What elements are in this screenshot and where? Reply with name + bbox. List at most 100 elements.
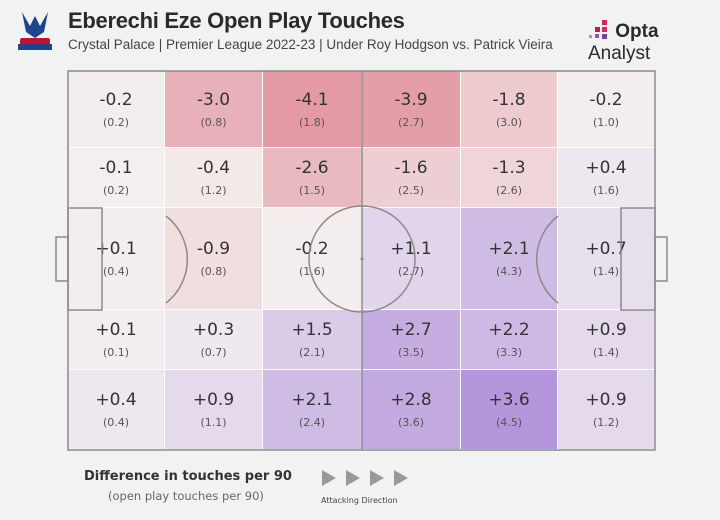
heatmap-cell: -1.3 (2.6): [461, 148, 558, 208]
cell-touches-label: (3.3): [495, 346, 523, 359]
attacking-direction-arrows-icon: [322, 470, 408, 486]
cell-touches-label: (3.6): [397, 416, 425, 429]
heatmap-cell: -1.6 (2.5): [362, 148, 461, 208]
cell-touches-label: (1.0): [592, 115, 620, 129]
cell-difference-label: +0.9: [585, 320, 627, 340]
cell-difference-label: -0.4: [196, 158, 231, 178]
heatmap-cell: -3.9 (2.7): [362, 71, 461, 148]
chart-title: Eberechi Eze Open Play Touches: [68, 8, 405, 33]
heatmap-cell: +2.2 (3.3): [461, 310, 558, 370]
brand-bold: Opta: [615, 21, 659, 42]
cell-difference-label: -1.8: [492, 89, 526, 110]
heatmap-cell: -2.6 (1.5): [263, 148, 362, 208]
heatmap-cell: -0.2 (1.6): [263, 208, 362, 310]
cell-touches-label: (4.3): [495, 265, 523, 278]
cell-touches-label: (1.1): [200, 416, 227, 429]
cell-touches-label: (2.1): [298, 346, 326, 359]
heatmap-cell: +0.4 (1.6): [558, 148, 655, 208]
cell-difference-label: +2.8: [390, 390, 432, 410]
heatmap-cell: -0.1 (0.2): [68, 148, 165, 208]
cell-touches-label: (0.8): [200, 265, 227, 278]
cell-touches-label: (0.2): [102, 115, 130, 129]
heatmap-cell: +0.9 (1.2): [558, 370, 655, 450]
cell-touches-label: (1.6): [298, 265, 326, 278]
cell-touches-label: (1.4): [592, 346, 620, 359]
cell-difference-label: +0.1: [95, 320, 137, 340]
cell-touches-label: (1.2): [200, 184, 227, 197]
cell-difference-label: -4.1: [295, 89, 329, 110]
cell-difference-label: -0.2: [99, 89, 133, 110]
cell-difference-label: +0.9: [192, 390, 235, 410]
heatmap-cell: +2.1 (4.3): [461, 208, 558, 310]
cell-touches-label: (4.5): [495, 416, 523, 429]
cell-difference-label: -3.9: [394, 89, 428, 110]
heatmap-cell: -0.2 (1.0): [558, 71, 655, 148]
heatmap-cell: -3.0 (0.8): [165, 71, 263, 148]
cell-touches-label: (1.8): [298, 115, 326, 129]
cell-touches-label: (2.7): [397, 265, 425, 278]
cell-difference-label: +2.2: [488, 320, 530, 340]
heatmap-cell: -4.1 (1.8): [263, 71, 362, 148]
heatmap-cell: +0.1 (0.1): [68, 310, 165, 370]
cell-difference-label: +0.4: [95, 390, 137, 410]
heatmap-cell: +1.1 (2.7): [362, 208, 461, 310]
heatmap-cell: -0.4 (1.2): [165, 148, 263, 208]
brand-light: Analyst: [588, 43, 651, 64]
cell-difference-label: -1.3: [492, 158, 526, 178]
heatmap-cell: +0.4 (0.4): [68, 370, 165, 450]
legend-subtitle: (open play touches per 90): [108, 489, 264, 503]
heatmap-pitch: -0.2 (0.2) -3.0 (0.8) -4.1 (1.8) -3.9 (2.7) -1.8…: [55, 70, 668, 451]
cell-difference-label: +2.1: [488, 239, 530, 259]
cell-touches-label: (0.4): [102, 265, 130, 278]
cell-difference-label: +2.1: [291, 390, 333, 410]
heatmap-cell: +1.5 (2.1): [263, 310, 362, 370]
cell-difference-label: +0.3: [192, 320, 235, 340]
heatmap-cell: +0.7 (1.4): [558, 208, 655, 310]
opta-analyst-logo: Opta Analyst: [588, 20, 720, 65]
cell-touches-label: (0.1): [102, 346, 130, 359]
cell-touches-label: (2.7): [397, 115, 425, 129]
heatmap-cell: +2.8 (3.6): [362, 370, 461, 450]
attacking-direction-label: Attacking Direction: [321, 496, 398, 505]
heatmap-cell: +2.1 (2.4): [263, 370, 362, 450]
cell-touches-label: (3.5): [397, 346, 425, 359]
cell-difference-label: +1.5: [291, 320, 333, 340]
cell-touches-label: (1.4): [592, 265, 620, 278]
cell-difference-label: -0.1: [99, 158, 133, 178]
cell-touches-label: (0.4): [102, 416, 130, 429]
cell-touches-label: (0.8): [200, 115, 227, 129]
right-goal: [654, 236, 668, 282]
chart-subtitle: Crystal Palace | Premier League 2022-23 …: [68, 37, 553, 52]
cell-difference-label: -0.2: [295, 239, 329, 259]
cell-touches-label: (3.0): [495, 115, 523, 129]
cell-touches-label: (2.4): [298, 416, 326, 429]
cell-touches-label: (0.2): [102, 184, 130, 197]
cell-touches-label: (1.6): [592, 184, 620, 197]
heatmap-cell: -1.8 (3.0): [461, 71, 558, 148]
cell-touches-label: (0.7): [200, 346, 227, 359]
heatmap-cell: +0.9 (1.1): [165, 370, 263, 450]
cell-difference-label: -1.6: [394, 158, 428, 178]
cell-difference-label: +0.9: [585, 390, 627, 410]
cell-difference-label: -3.0: [196, 89, 231, 110]
cell-difference-label: +1.1: [390, 239, 432, 259]
cell-difference-label: +0.4: [585, 158, 627, 178]
heatmap-cell: +3.6 (4.5): [461, 370, 558, 450]
heatmap-cell: -0.2 (0.2): [68, 71, 165, 148]
cell-difference-label: +2.7: [390, 320, 432, 340]
cell-difference-label: +0.1: [95, 239, 137, 259]
heatmap-cell: +0.3 (0.7): [165, 310, 263, 370]
cell-difference-label: +0.7: [585, 239, 627, 259]
cell-touches-label: (1.2): [592, 416, 620, 429]
legend-title: Difference in touches per 90: [84, 469, 292, 484]
cell-touches-label: (2.5): [397, 184, 425, 197]
heatmap-cell: +0.9 (1.4): [558, 310, 655, 370]
cell-difference-label: +3.6: [488, 390, 530, 410]
cell-touches-label: (1.5): [298, 184, 326, 197]
cell-difference-label: -0.2: [589, 89, 623, 110]
left-goal: [55, 236, 69, 282]
cell-difference-label: -2.6: [295, 158, 329, 178]
opta-dots-icon: [589, 20, 607, 39]
cell-difference-label: -0.9: [196, 239, 231, 259]
crystal-palace-crest-logo: [18, 12, 52, 50]
